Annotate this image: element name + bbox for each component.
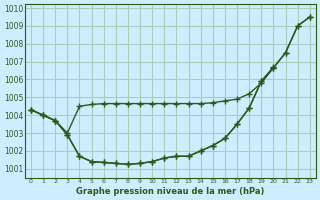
X-axis label: Graphe pression niveau de la mer (hPa): Graphe pression niveau de la mer (hPa) — [76, 187, 265, 196]
